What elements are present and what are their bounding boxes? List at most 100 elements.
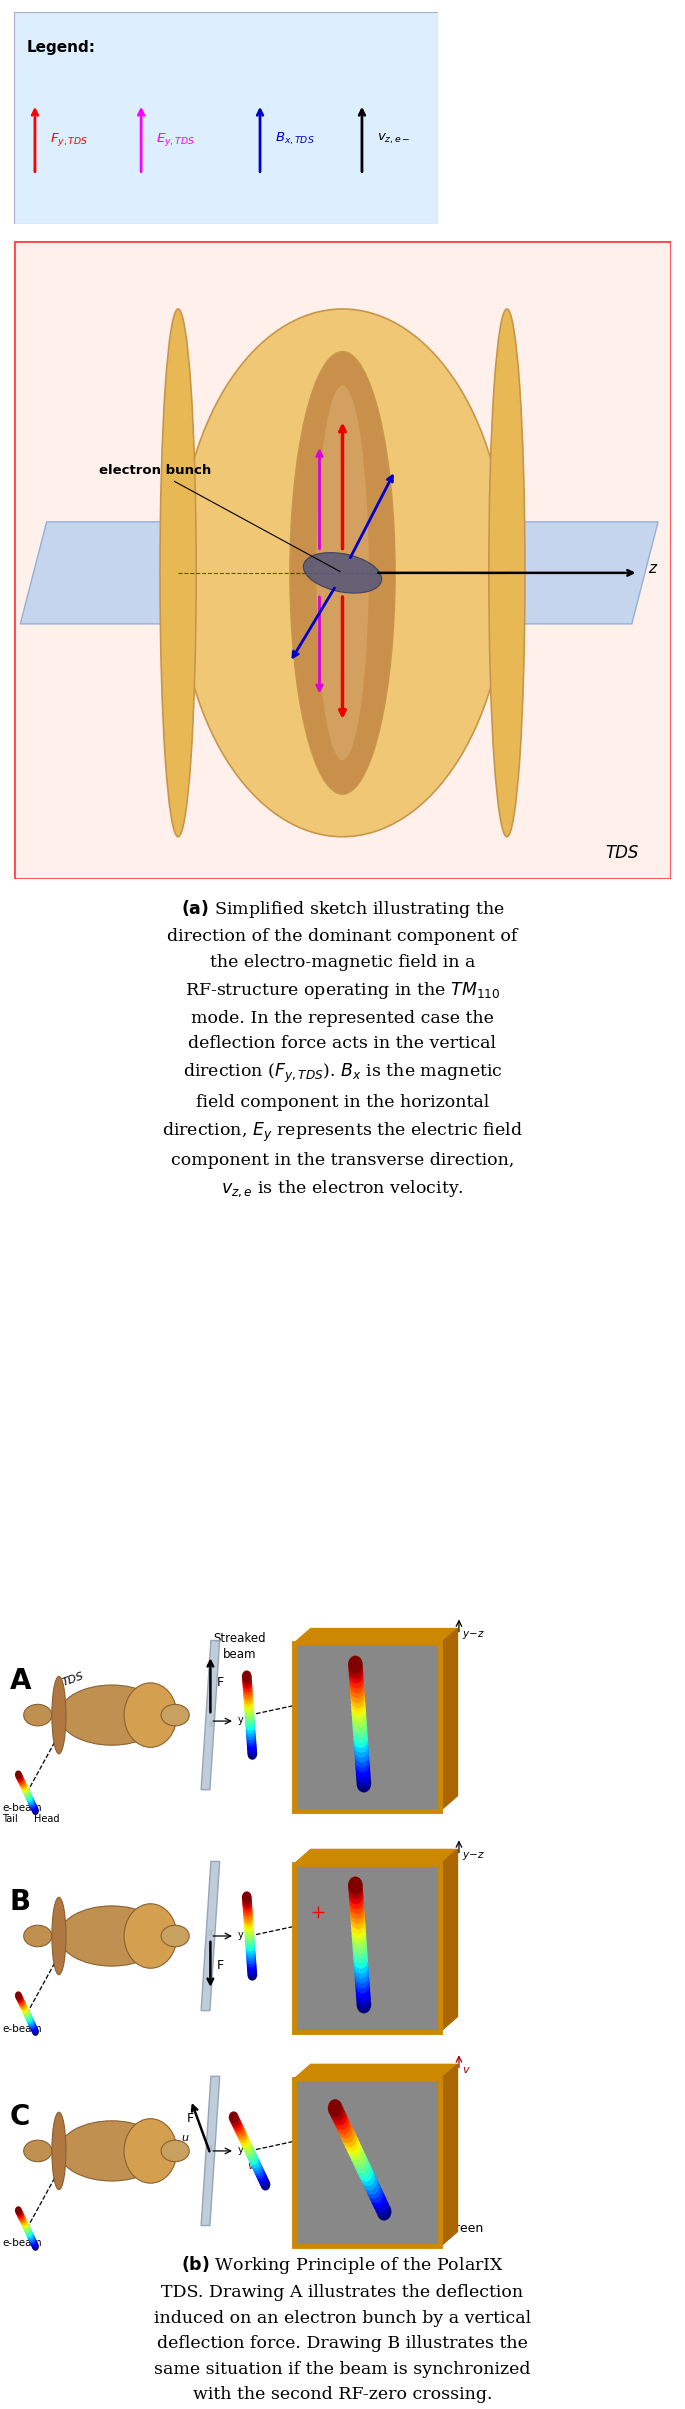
Text: TDS: TDS	[61, 1672, 86, 1689]
Ellipse shape	[247, 1954, 256, 1963]
Ellipse shape	[161, 1703, 189, 1725]
Ellipse shape	[353, 1942, 367, 1959]
Ellipse shape	[25, 1792, 32, 1800]
Text: Screen: Screen	[440, 2221, 484, 2236]
Ellipse shape	[354, 2156, 369, 2173]
Text: x: x	[208, 1720, 213, 1730]
Ellipse shape	[350, 1686, 365, 1703]
Ellipse shape	[21, 2219, 27, 2226]
Ellipse shape	[342, 2130, 357, 2146]
Ellipse shape	[243, 1689, 253, 1701]
Ellipse shape	[18, 1999, 25, 2007]
Ellipse shape	[243, 1694, 253, 1706]
Ellipse shape	[338, 2120, 353, 2139]
Ellipse shape	[355, 1975, 370, 1995]
Text: $x$: $x$	[306, 1797, 314, 1807]
Ellipse shape	[239, 2134, 249, 2146]
Ellipse shape	[358, 2163, 373, 2183]
Ellipse shape	[351, 1910, 365, 1930]
Ellipse shape	[17, 1997, 24, 2004]
Bar	[294, 1865, 440, 2031]
Ellipse shape	[350, 1681, 364, 1698]
Ellipse shape	[355, 1754, 370, 1773]
Ellipse shape	[26, 1795, 33, 1802]
Text: $y{-}z$: $y{-}z$	[462, 1628, 485, 1641]
Ellipse shape	[27, 2231, 34, 2240]
FancyBboxPatch shape	[14, 12, 438, 224]
Ellipse shape	[340, 2125, 355, 2144]
Ellipse shape	[236, 2125, 245, 2137]
Ellipse shape	[352, 1932, 366, 1949]
Ellipse shape	[242, 1677, 252, 1689]
Polygon shape	[294, 1850, 458, 1865]
Text: y: y	[237, 2144, 243, 2154]
Ellipse shape	[18, 1997, 25, 2007]
Ellipse shape	[233, 2120, 242, 2132]
Ellipse shape	[18, 2214, 25, 2221]
Ellipse shape	[353, 1734, 369, 1754]
Ellipse shape	[251, 2158, 261, 2171]
Ellipse shape	[244, 1698, 253, 1710]
Ellipse shape	[352, 1710, 366, 1727]
Ellipse shape	[23, 2009, 30, 2019]
Ellipse shape	[30, 2238, 37, 2245]
Ellipse shape	[24, 1925, 52, 1946]
Ellipse shape	[59, 1906, 164, 1966]
Ellipse shape	[375, 2199, 389, 2216]
Text: Streaked
beam: Streaked beam	[214, 1633, 266, 1662]
Text: $v$: $v$	[247, 2161, 256, 2171]
Ellipse shape	[373, 2195, 387, 2211]
Ellipse shape	[258, 2173, 268, 2185]
Ellipse shape	[23, 2224, 29, 2231]
Ellipse shape	[351, 1915, 366, 1934]
Ellipse shape	[242, 2139, 252, 2151]
Ellipse shape	[355, 1971, 369, 1987]
Ellipse shape	[349, 1881, 363, 1898]
Text: x: x	[208, 1927, 213, 1937]
Ellipse shape	[243, 1913, 253, 1925]
Text: $\mathbf{(a)}$ Simplified sketch illustrating the
direction of the dominant comp: $\mathbf{(a)}$ Simplified sketch illustr…	[162, 899, 523, 1200]
Bar	[133, 1703, 154, 1725]
Polygon shape	[201, 1641, 220, 1790]
Ellipse shape	[356, 1980, 370, 1999]
Ellipse shape	[20, 2002, 27, 2009]
Ellipse shape	[28, 2233, 35, 2243]
Ellipse shape	[245, 1927, 254, 1939]
Text: electron bunch: electron bunch	[99, 465, 340, 571]
Ellipse shape	[247, 1959, 256, 1971]
Ellipse shape	[246, 1946, 256, 1959]
Ellipse shape	[350, 1906, 365, 1925]
Ellipse shape	[30, 2024, 37, 2031]
Polygon shape	[440, 1850, 458, 2031]
Ellipse shape	[247, 1734, 256, 1747]
Ellipse shape	[349, 1896, 364, 1915]
Ellipse shape	[290, 352, 395, 795]
Ellipse shape	[364, 2178, 379, 2195]
Ellipse shape	[353, 1951, 368, 1968]
Bar	[294, 2079, 440, 2248]
Ellipse shape	[348, 1877, 362, 1893]
Ellipse shape	[352, 1937, 367, 1954]
Ellipse shape	[256, 2168, 265, 2180]
Ellipse shape	[32, 2028, 39, 2036]
Ellipse shape	[357, 1775, 371, 1792]
Ellipse shape	[32, 2243, 39, 2250]
Text: y: y	[237, 1930, 243, 1939]
Ellipse shape	[21, 1783, 27, 1790]
Ellipse shape	[22, 2221, 29, 2231]
Ellipse shape	[242, 1684, 253, 1696]
Ellipse shape	[316, 385, 369, 761]
Text: $u{-}z$: $u{-}z$	[306, 2233, 329, 2243]
Bar	[133, 2139, 154, 2161]
Ellipse shape	[232, 2118, 241, 2130]
Ellipse shape	[247, 1739, 256, 1749]
Ellipse shape	[247, 1966, 257, 1978]
Ellipse shape	[23, 1787, 29, 1795]
Ellipse shape	[346, 2139, 361, 2156]
Text: B: B	[10, 1889, 31, 1915]
Ellipse shape	[356, 1766, 371, 1783]
Text: $v_{z,e-}$: $v_{z,e-}$	[377, 132, 410, 147]
Ellipse shape	[29, 2021, 36, 2031]
Ellipse shape	[353, 1956, 369, 1973]
Text: y: y	[237, 1715, 243, 1725]
